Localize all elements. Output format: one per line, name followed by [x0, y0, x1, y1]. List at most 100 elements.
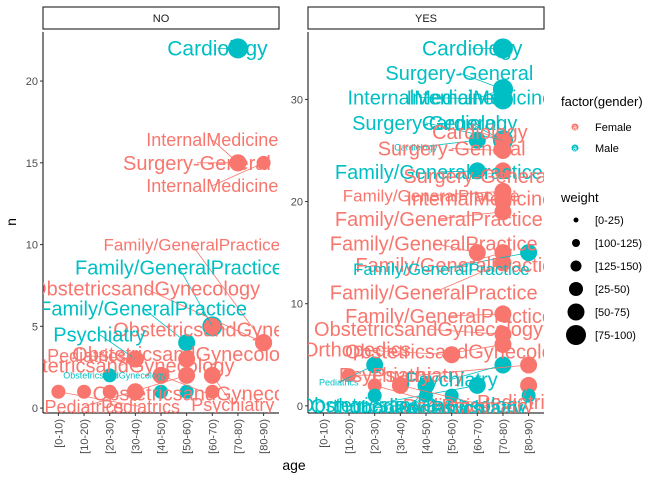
point-label: Pediatrics [477, 392, 565, 414]
point-label: InternalMedicine [146, 130, 278, 150]
legend-size-key: [50-75) [567, 303, 630, 321]
label-segment [99, 334, 136, 360]
point-label: Psychiatry [372, 365, 464, 387]
legend-size-label: [25-50) [595, 284, 630, 296]
label-segment [364, 385, 478, 407]
legend-color-title: factor(gender) [561, 94, 643, 109]
legend-size-label: [75-100) [595, 330, 636, 342]
chart-legend: factor(gender) a Female a Male weight [0-25… [560, 94, 643, 345]
data-point [77, 384, 92, 399]
label-segment [356, 349, 452, 356]
point-label: Orthopedics [334, 398, 442, 420]
data-point [205, 384, 220, 399]
point-label: Pediatrics [395, 398, 483, 420]
legend-size-swatch [573, 217, 579, 223]
x-tick-label: [10-20) [344, 419, 356, 454]
point-label: ObstetricsandGynecology [314, 319, 543, 341]
label-segment [451, 364, 504, 380]
point-label: Pediatrics [45, 397, 124, 417]
point-label: Psychiatry [431, 398, 523, 420]
point-label: Psychiatry [191, 395, 274, 415]
x-tick-label: [10-20) [79, 419, 91, 454]
point-label: InternalMedicine [406, 188, 553, 210]
label-segments-layer [338, 47, 529, 409]
facet-strip [307, 6, 545, 30]
label-segment [469, 122, 504, 141]
label-segment [425, 122, 504, 141]
label-segment [438, 211, 504, 220]
label-segment [412, 385, 427, 406]
x-tick-label: [30-40) [395, 419, 407, 454]
label-segment [433, 262, 504, 293]
label-segment [211, 375, 234, 406]
x-tick-label: [60-70) [472, 419, 484, 454]
y-tick-label: 20 [26, 76, 38, 88]
legend-size-label: [125-150) [595, 261, 642, 273]
data-point [179, 384, 194, 399]
point-label: InternalMedicine [146, 176, 278, 196]
label-segment [191, 244, 264, 343]
point-label: Family/GeneralPractice [330, 282, 538, 304]
point-label: Cardiology [167, 38, 268, 61]
panel-yes: YES 0 10 20 30 [0-10) [10-20) [20-30) [30-40) [40… [291, 6, 565, 454]
label-segment [145, 288, 264, 344]
data-point [520, 244, 538, 262]
label-segment [420, 96, 503, 100]
point-label: InternalMedicine [406, 87, 553, 109]
point-label: Family/GeneralPractice [335, 209, 543, 231]
label-segment [451, 395, 478, 409]
point-label: Pediatrics [403, 396, 491, 418]
legend-size-keys: [0-25) [100-125) [125-150) [25-50) [50-75) [7… [566, 215, 642, 345]
point-label: Surgery-General [352, 113, 500, 135]
point-label: Surgery-General [385, 63, 533, 85]
labels-layer: CardiologySurgery-GeneralInternalMedicin… [308, 38, 565, 420]
x-tick-label: [60-70) [207, 419, 219, 454]
y-tick-label: 10 [291, 299, 303, 311]
label-segment [479, 131, 504, 141]
legend-color-key-female: a Female [571, 122, 632, 134]
plot-area: CardiologySurgery-GeneralInternalMedicin… [308, 38, 565, 420]
legend-size-swatch [570, 260, 582, 272]
point-label: Pediatrics [101, 397, 180, 417]
label-segment [338, 364, 375, 383]
legend-color-glyph: a [573, 125, 577, 132]
data-point [102, 368, 117, 383]
y-tick-label: 0 [32, 403, 38, 415]
label-segment [212, 162, 264, 187]
legend-size-swatch [572, 239, 580, 247]
point-label: Surgery-General [123, 153, 271, 175]
label-segment [459, 252, 504, 266]
label-segment [415, 139, 478, 148]
point-label: Family/GeneralPractice [39, 298, 247, 320]
data-point [126, 383, 144, 401]
y-tick-label: 0 [297, 401, 303, 413]
point-label: Pediatrics [319, 378, 359, 388]
legend-size-key: [0-25) [573, 215, 624, 227]
label-segment [459, 344, 504, 353]
point-label: Surgery-General [378, 138, 526, 160]
label-segment [160, 375, 208, 394]
x-tick-label: [70-80) [498, 419, 510, 454]
point-label: Psychiatry [339, 365, 431, 387]
x-tick-label: [20-30) [105, 419, 117, 454]
point-label: Family/GeneralPractice [345, 306, 553, 328]
x-tick-label: [20-30) [370, 419, 382, 454]
data-point [492, 38, 513, 59]
legend-size-label: [0-25) [595, 215, 624, 227]
facet-strip-label: YES [415, 13, 437, 25]
chart-panels: NO 0 5 10 15 20 [0-10) [10-20) [20-30) [30-40) [40… [26, 6, 565, 454]
label-segments-layer [58, 47, 264, 407]
y-tick-label: 15 [26, 158, 38, 170]
x-tick-label: [40-50) [421, 419, 433, 454]
x-tick-label: [30-40) [130, 419, 142, 454]
point-label: Psychiatry [53, 325, 145, 347]
point-label: Cardiology [432, 122, 528, 144]
point-label: Family/GeneralPractice [355, 255, 563, 277]
label-segment [83, 375, 187, 407]
point-label: Cardiology [422, 38, 523, 61]
legend-size-label: [50-75) [595, 307, 630, 319]
point-label: Family/GeneralPractice [353, 260, 530, 279]
data-point [154, 384, 168, 399]
data-point [178, 350, 196, 368]
